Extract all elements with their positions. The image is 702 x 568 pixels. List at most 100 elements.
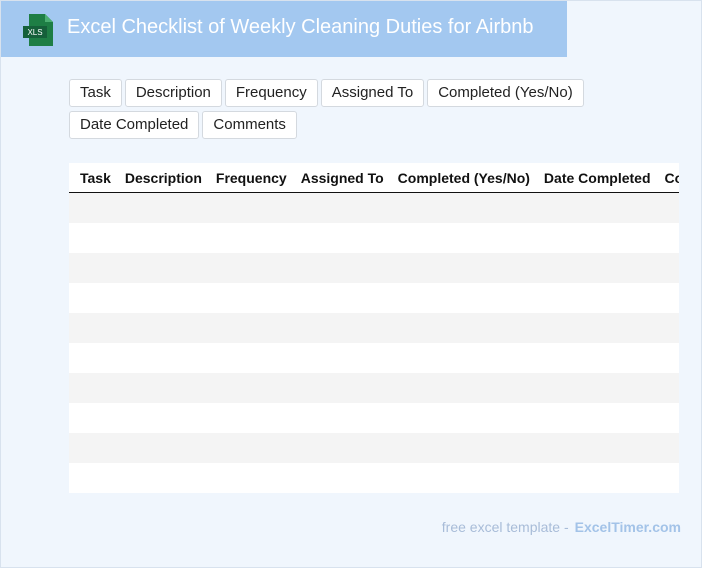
- empty-cell: [293, 403, 391, 433]
- empty-cell: [293, 283, 391, 313]
- empty-cell: [293, 463, 391, 493]
- empty-cell: [208, 283, 294, 313]
- empty-cell: [69, 463, 118, 493]
- tag[interactable]: Description: [124, 79, 222, 107]
- empty-cell: [117, 403, 209, 433]
- empty-cell: [208, 403, 294, 433]
- empty-cell: [117, 192, 209, 223]
- empty-cell: [657, 313, 679, 343]
- column-header: Assigned To: [293, 163, 391, 193]
- empty-cell: [69, 283, 118, 313]
- empty-cell: [657, 403, 679, 433]
- empty-cell: [208, 343, 294, 373]
- table-grid: Task Description Frequency Assigned To Compl…: [69, 163, 679, 493]
- empty-cell: [536, 343, 658, 373]
- empty-cell: [208, 433, 294, 463]
- empty-cell: [208, 192, 294, 223]
- empty-cell: [293, 253, 391, 283]
- title: Excel Checklist of Weekly Cleaning Dutie…: [67, 16, 534, 38]
- column-header: Completed (Yes/No): [390, 163, 537, 193]
- column-header: Date Completed: [536, 163, 658, 193]
- empty-cell: [117, 223, 209, 253]
- empty-cell: [657, 253, 679, 283]
- empty-cell: [117, 433, 209, 463]
- tag[interactable]: Comments: [202, 111, 297, 139]
- empty-cell: [208, 313, 294, 343]
- column-header: Task: [69, 163, 118, 193]
- empty-cell: [69, 192, 118, 223]
- empty-cell: [657, 433, 679, 463]
- table: Task Description Frequency Assigned To Compl…: [69, 163, 679, 493]
- empty-cell: [657, 463, 679, 493]
- empty-cell: [390, 373, 537, 403]
- empty-row: [69, 463, 679, 493]
- tag[interactable]: Task: [69, 79, 122, 107]
- empty-cell: [536, 433, 658, 463]
- empty-row: [69, 403, 679, 433]
- xls-icon: XLS: [23, 14, 53, 46]
- empty-row: [69, 283, 679, 313]
- tag[interactable]: Completed (Yes/No): [427, 79, 584, 107]
- empty-cell: [293, 192, 391, 223]
- icon-label: XLS: [27, 28, 42, 37]
- empty-cell: [293, 313, 391, 343]
- empty-cell: [390, 253, 537, 283]
- empty-cell: [69, 343, 118, 373]
- empty-cell: [536, 283, 658, 313]
- column-header: Description: [117, 163, 209, 193]
- empty-cell: [390, 343, 537, 373]
- empty-cell: [117, 373, 209, 403]
- empty-cell: [390, 283, 537, 313]
- empty-row: [69, 253, 679, 283]
- empty-row: [69, 192, 679, 223]
- empty-cell: [657, 192, 679, 223]
- empty-cell: [390, 313, 537, 343]
- empty-cell: [69, 373, 118, 403]
- empty-cell: [657, 283, 679, 313]
- tag[interactable]: Assigned To: [320, 79, 425, 107]
- empty-row: [69, 433, 679, 463]
- empty-cell: [657, 223, 679, 253]
- empty-cell: [69, 433, 118, 463]
- empty-cell: [390, 223, 537, 253]
- empty-cell: [390, 403, 537, 433]
- empty-cell: [208, 373, 294, 403]
- footer-text: free excel template -: [441, 519, 569, 535]
- empty-row: [69, 313, 679, 343]
- empty-cell: [536, 463, 658, 493]
- empty-cell: [208, 223, 294, 253]
- empty-cell: [117, 253, 209, 283]
- empty-cell: [536, 253, 658, 283]
- empty-cell: [117, 313, 209, 343]
- empty-cell: [536, 313, 658, 343]
- empty-cell: [293, 433, 391, 463]
- empty-cell: [657, 373, 679, 403]
- tag[interactable]: Frequency: [224, 79, 318, 107]
- table-body: [69, 192, 679, 493]
- empty-cell: [117, 463, 209, 493]
- header: XLS Excel Checklist of Weekly Cleaning D…: [1, 1, 567, 57]
- header-row: Task Description Frequency Assigned To Compl…: [69, 163, 679, 193]
- empty-cell: [293, 373, 391, 403]
- tag[interactable]: Date Completed: [69, 111, 200, 139]
- empty-cell: [69, 313, 118, 343]
- empty-cell: [536, 223, 658, 253]
- empty-cell: [390, 192, 537, 223]
- empty-cell: [536, 403, 658, 433]
- column-header: Frequency: [208, 163, 294, 193]
- column-header: Comments: [657, 163, 679, 193]
- footer-link[interactable]: ExcelTimer.com: [574, 519, 681, 535]
- empty-row: [69, 223, 679, 253]
- empty-cell: [293, 223, 391, 253]
- empty-cell: [69, 253, 118, 283]
- empty-cell: [117, 283, 209, 313]
- empty-cell: [293, 343, 391, 373]
- empty-cell: [657, 343, 679, 373]
- tag-list: Task Description Frequency Assigned To Compl…: [69, 79, 609, 139]
- empty-cell: [390, 463, 537, 493]
- empty-row: [69, 343, 679, 373]
- empty-cell: [390, 433, 537, 463]
- empty-cell: [536, 373, 658, 403]
